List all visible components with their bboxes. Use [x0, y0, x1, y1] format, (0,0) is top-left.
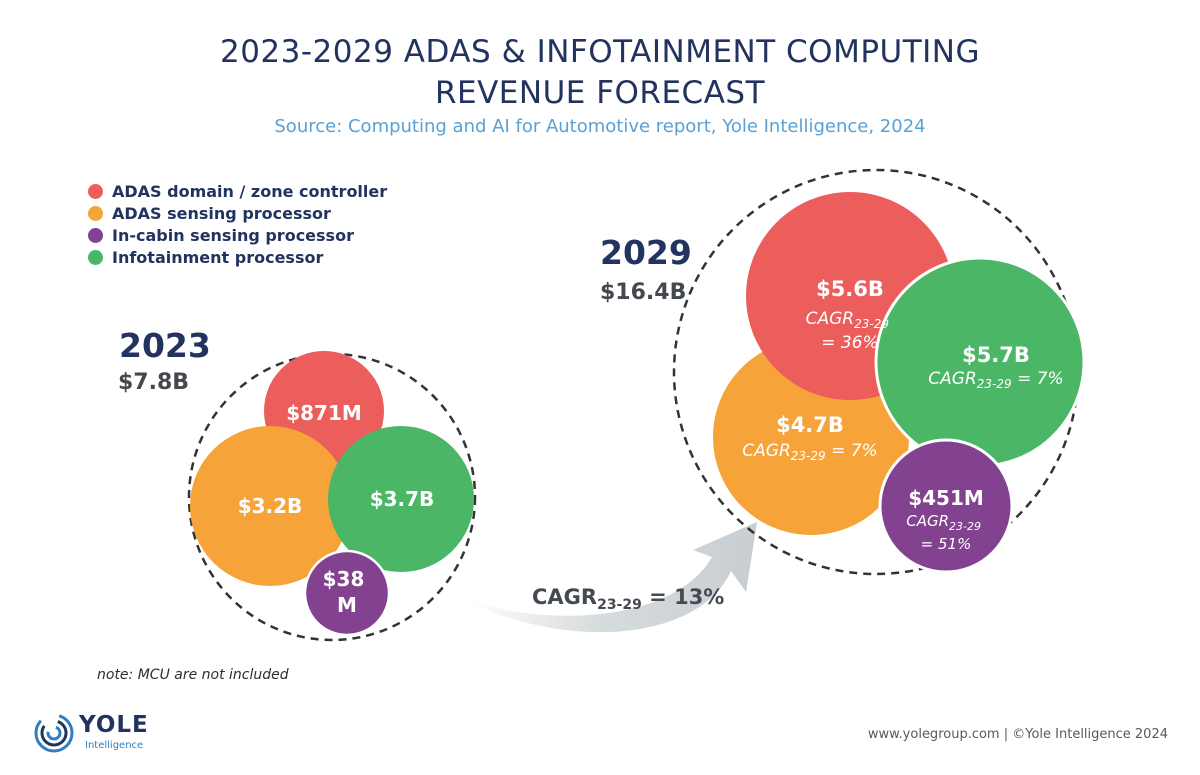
growth-arrow: [465, 522, 757, 633]
bubble-2023-infotainment: [328, 426, 474, 572]
year-label-2023: 2023: [119, 326, 211, 365]
legend-item-infotainment: Infotainment processor: [88, 246, 387, 268]
legend: ADAS domain / zone controller ADAS sensi…: [88, 180, 387, 268]
bubble-cagr-2029-adas-sensing: CAGR23-29 = 7%: [742, 441, 877, 463]
legend-dot-infotainment: [88, 249, 103, 265]
legend-dot-in-cabin: [88, 227, 103, 243]
year-label-2029: 2029: [600, 233, 692, 272]
legend-label: ADAS sensing processor: [112, 203, 331, 223]
bubble-2023-adas-sensing: [190, 426, 350, 586]
logo-subtitle: Intelligence: [85, 740, 144, 751]
legend-item-adas-domain: ADAS domain / zone controller: [88, 180, 387, 202]
bubble-label-2023-infotainment: $3.7B: [370, 487, 435, 511]
bubble-label-2029-in-cabin: $451M: [908, 486, 984, 510]
bubble-label-2029-infotainment: $5.7B: [962, 343, 1030, 367]
bubble-label-2029-adas-domain: $5.6B: [816, 277, 884, 301]
yole-logo: YOLE Intelligence: [33, 712, 173, 756]
overall-cagr-label: CAGR23-29 = 13%: [532, 585, 724, 613]
bubble-cagr-2029-adas-domain: CAGR23-29 = 36%: [806, 309, 895, 353]
legend-label: ADAS domain / zone controller: [112, 181, 388, 201]
chart-title: 2023-2029 ADAS & INFOTAINMENT COMPUTING …: [0, 32, 1200, 114]
bubble-cagr-2029-infotainment: CAGR23-29 = 7%: [928, 369, 1063, 391]
chart-title-line-1: 2023-2029 ADAS & INFOTAINMENT COMPUTING: [219, 34, 981, 70]
total-2029: $16.4B: [600, 280, 687, 305]
footnote: note: MCU are not included: [97, 667, 289, 683]
bubble-2023-in-cabin: [303, 549, 391, 637]
bubble-label-2023-adas-domain: $871M: [286, 401, 362, 425]
total-2023: $7.8B: [118, 370, 190, 395]
bubble-label-2023-adas-sensing: $3.2B: [238, 494, 303, 518]
footer-credit: www.yolegroup.com | ©Yole Intelligence 2…: [867, 727, 1168, 742]
chart-subtitle: Source: Computing and AI for Automotive …: [274, 116, 926, 137]
legend-item-in-cabin: In-cabin sensing processor: [88, 224, 387, 246]
chart-title-line-2: REVENUE FORECAST: [434, 75, 766, 111]
legend-dot-adas-sensing: [88, 205, 103, 221]
yole-swirl-icon: [34, 713, 74, 753]
bubble-2029-in-cabin: [878, 438, 1014, 574]
legend-dot-adas-domain: [88, 183, 103, 199]
bubble-label-2023-in-cabin: $38 M: [323, 567, 372, 617]
legend-label: Infotainment processor: [112, 247, 324, 267]
legend-label: In-cabin sensing processor: [112, 225, 354, 245]
bubble-label-2029-adas-sensing: $4.7B: [776, 413, 844, 437]
bubble-cagr-2029-in-cabin: CAGR23-29 = 51%: [906, 512, 986, 553]
logo-wordmark: YOLE: [79, 712, 149, 738]
legend-item-adas-sensing: ADAS sensing processor: [88, 202, 387, 224]
